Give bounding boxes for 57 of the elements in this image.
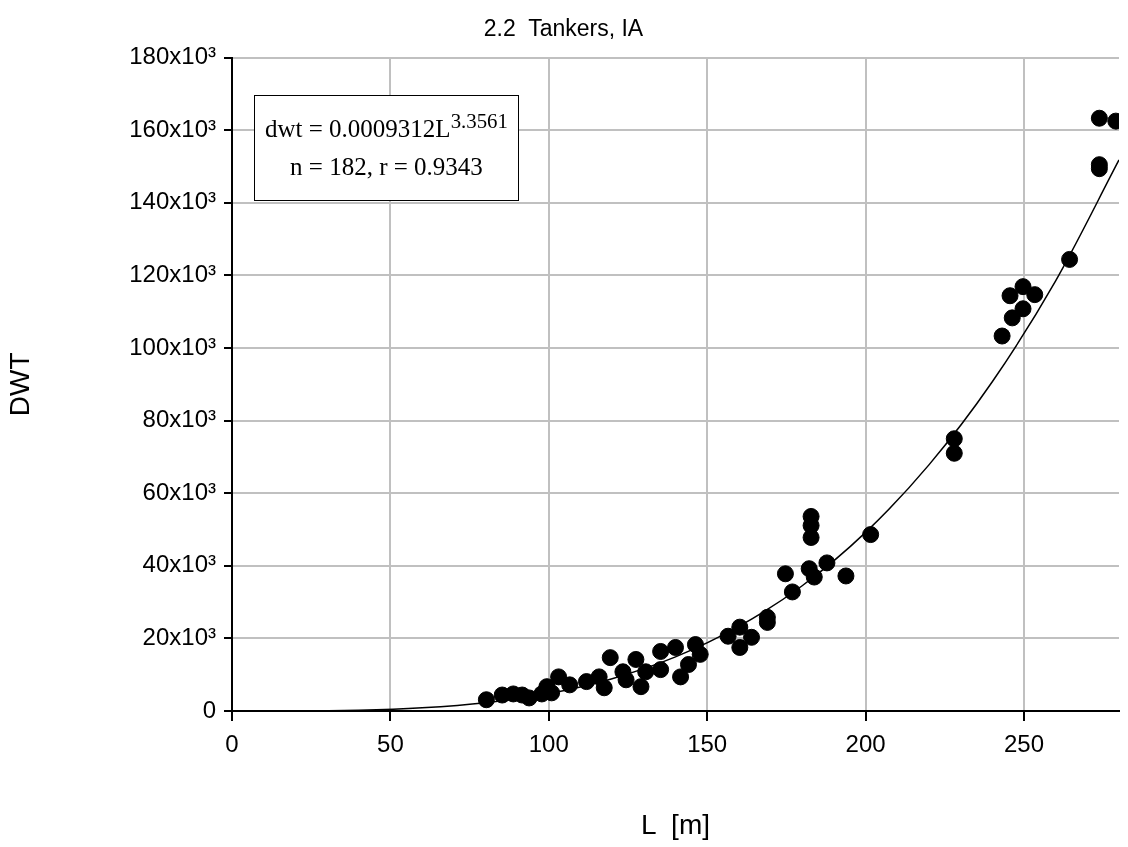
point: [637, 663, 655, 681]
point: [818, 554, 836, 572]
point: [1014, 278, 1032, 296]
point: [731, 638, 749, 656]
point: [805, 568, 823, 586]
point: [672, 668, 690, 686]
point: [1001, 287, 1019, 305]
y-tick-label: 0: [202, 695, 216, 723]
y-tick-label: 120x10³: [129, 260, 216, 288]
point: [691, 645, 709, 663]
point: [617, 671, 635, 689]
y-axis-title: DWT: [3, 352, 35, 417]
point: [993, 327, 1011, 345]
point: [632, 678, 650, 696]
point: [731, 618, 749, 636]
point: [601, 649, 619, 667]
y-tick-label: 60x10³: [142, 477, 216, 505]
y-tick-label: 180x10³: [129, 42, 216, 70]
y-tick-label: 100x10³: [129, 332, 216, 360]
point: [1026, 286, 1044, 304]
point: [837, 567, 855, 585]
point: [561, 676, 579, 694]
x-tick-label: 200: [845, 730, 886, 758]
y-tick-label: 80x10³: [142, 405, 216, 433]
y-tick-label: 160x10³: [129, 114, 216, 142]
x-tick-label: 0: [225, 730, 239, 758]
point: [1090, 109, 1108, 127]
point: [1014, 300, 1032, 318]
point: [719, 627, 737, 645]
point: [1003, 309, 1021, 327]
point: [595, 679, 613, 697]
x-axis-title: L [m]: [641, 808, 710, 840]
point: [577, 673, 595, 691]
x-tick-label: 250: [1003, 730, 1044, 758]
point: [783, 583, 801, 601]
x-tick-label: 100: [528, 730, 569, 758]
y-tick-label: 140x10³: [129, 187, 216, 215]
point: [945, 430, 963, 448]
point: [743, 628, 761, 646]
point: [652, 642, 670, 660]
point: [667, 638, 684, 656]
y-tick-label: 40x10³: [142, 550, 216, 578]
point: [776, 565, 794, 583]
point: [477, 691, 495, 709]
point: [652, 661, 670, 679]
x-tick-label: 50: [377, 730, 404, 758]
text-box: dwt = 0.0009312L$^{3.3561}$ n = 182, r = 0.9343: [254, 95, 519, 202]
point: [1061, 250, 1079, 268]
point: [945, 444, 963, 462]
point: [862, 526, 880, 544]
annotation: n = 182, r = 0.9343: [289, 152, 484, 183]
point: [679, 656, 697, 674]
y-tick-label: 20x10³: [142, 623, 216, 651]
point: [627, 650, 645, 668]
chart-title: 2.2 Tankers, IA: [483, 15, 644, 42]
x-tick-label: 150: [687, 730, 728, 758]
annotation: dwt = 0.0009312L$^{3.3561}$: [265, 108, 508, 145]
